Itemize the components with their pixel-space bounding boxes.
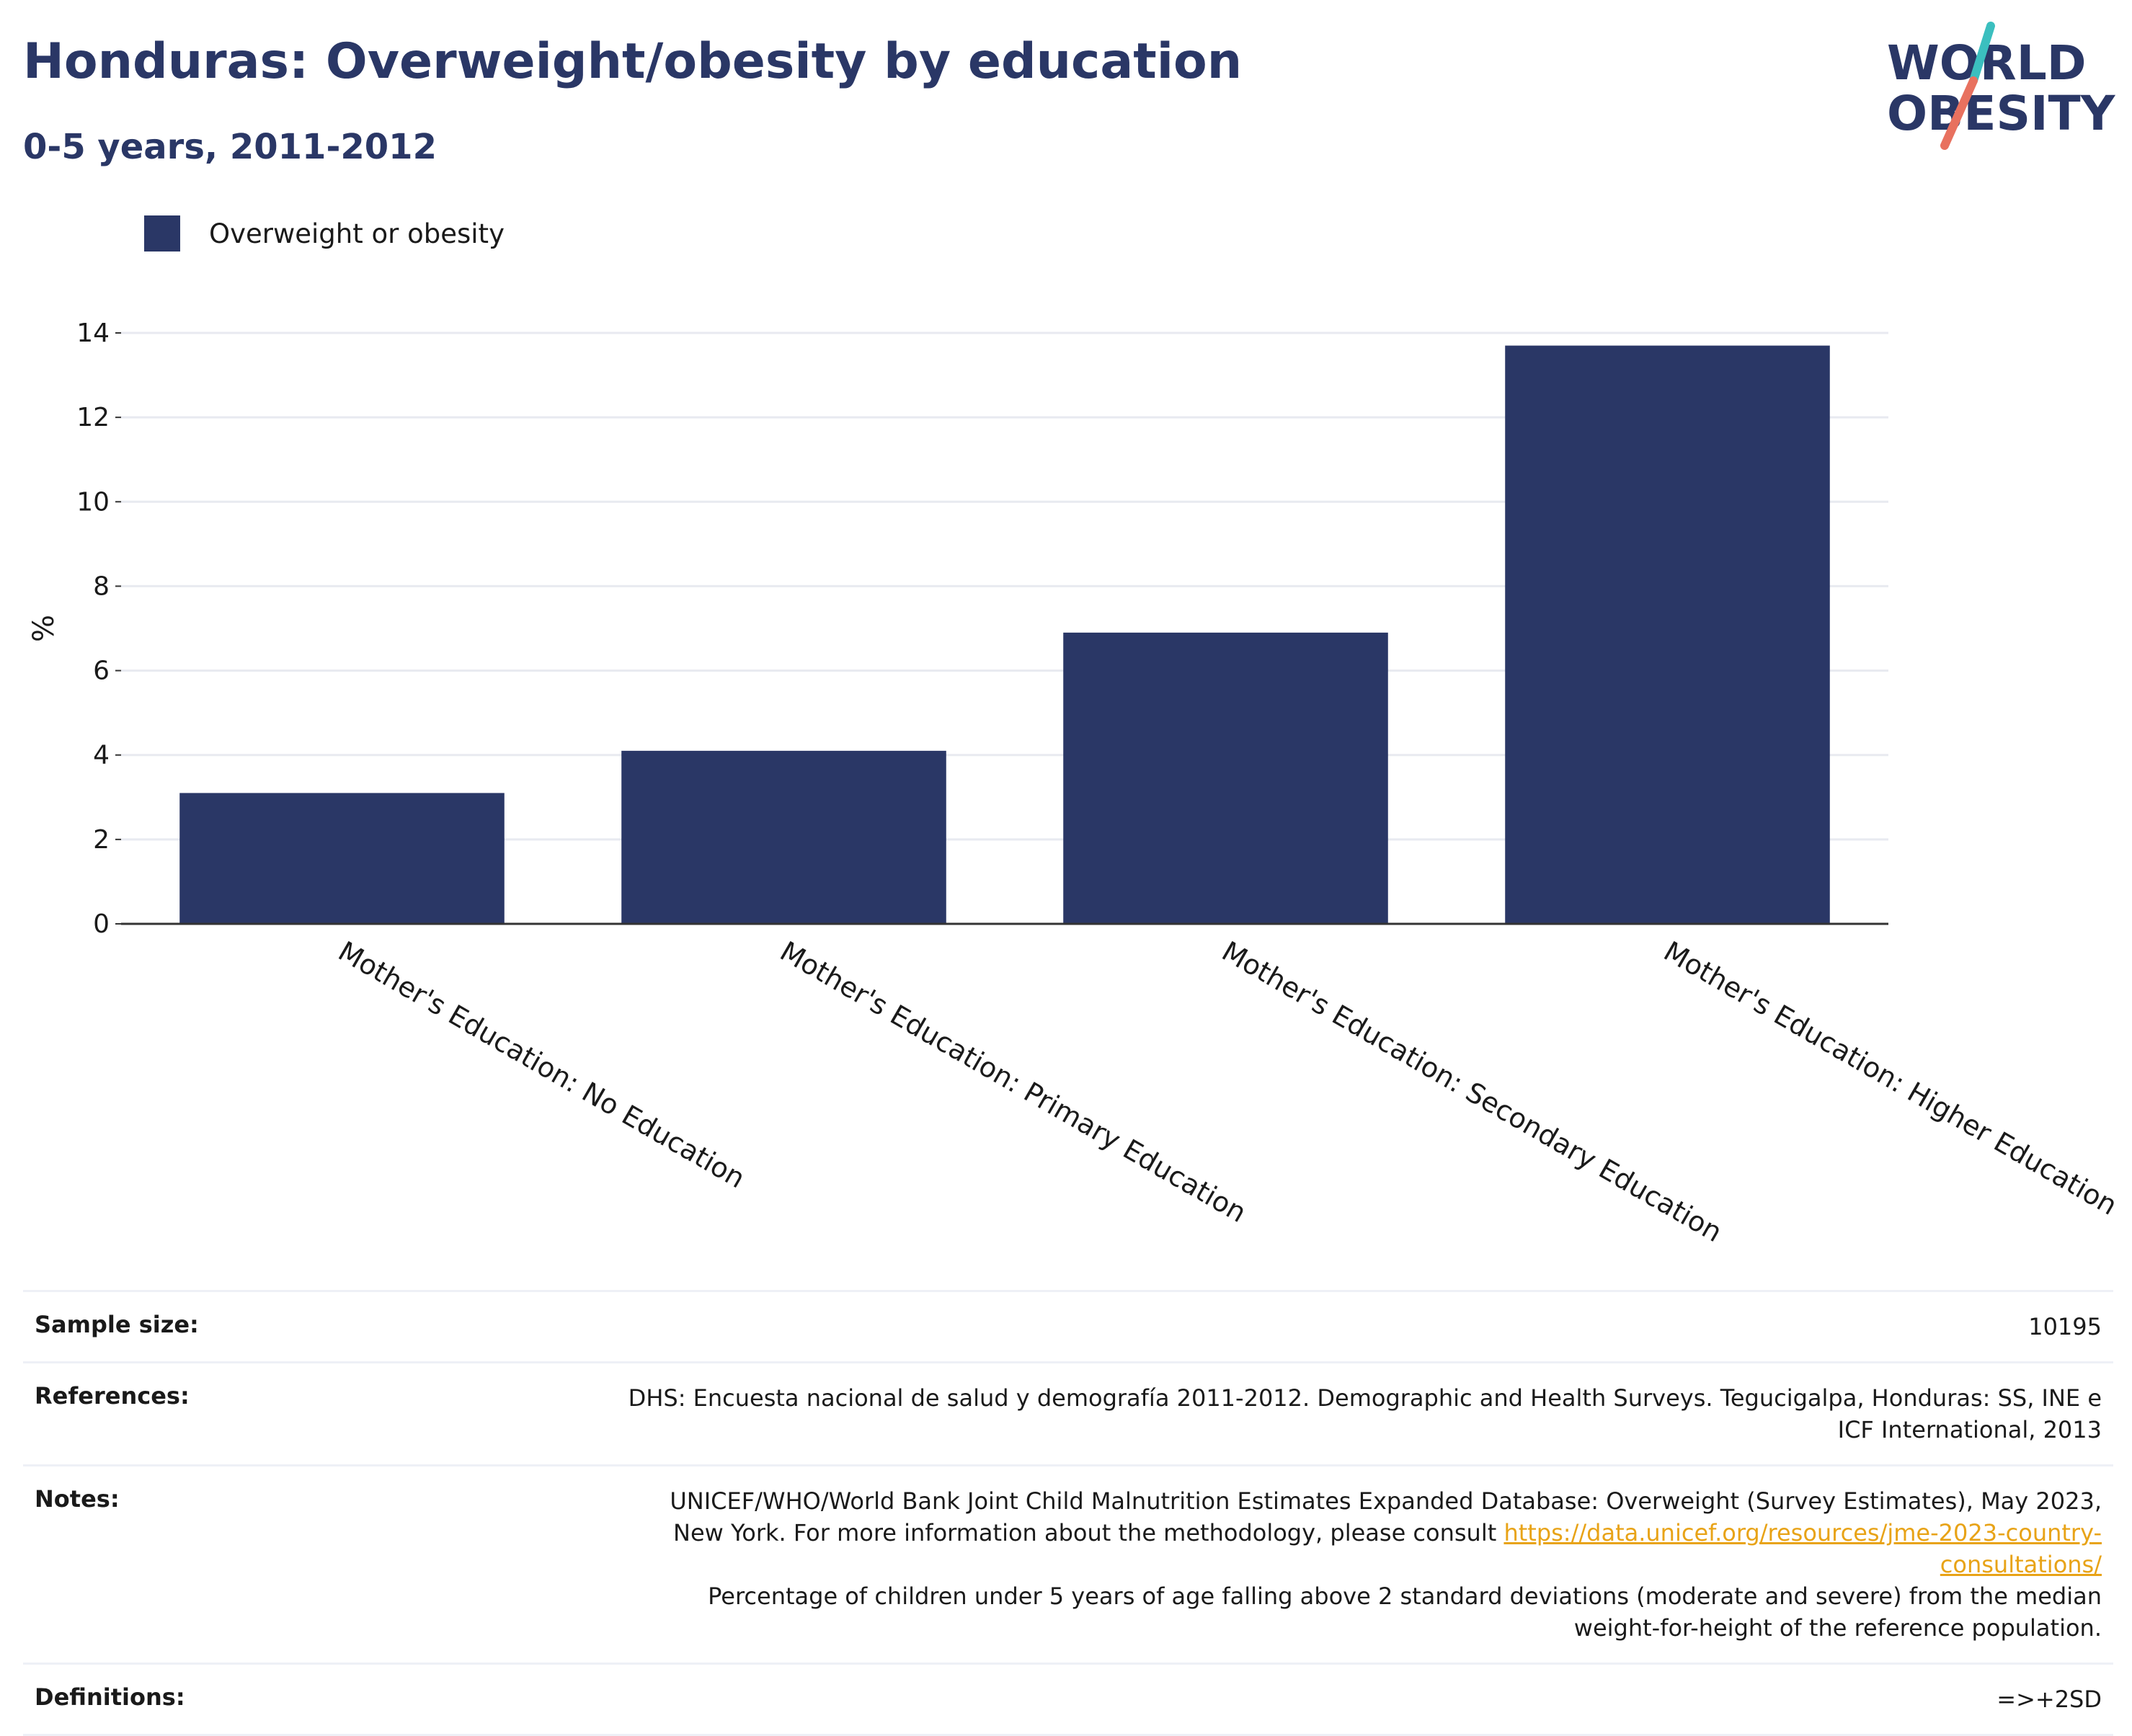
- bar: [1505, 345, 1830, 924]
- y-tick-label: 14: [76, 319, 110, 348]
- y-tick-label: 2: [93, 825, 110, 855]
- bar: [621, 750, 946, 924]
- y-tick-label: 6: [93, 656, 110, 686]
- page-subtitle: 0-5 years, 2011-2012: [23, 127, 437, 167]
- y-tick-label: 8: [93, 571, 110, 601]
- notes-text-1: UNICEF/WHO/World Bank Joint Child Malnut…: [670, 1487, 2102, 1546]
- sample-size-value: 10195: [2028, 1313, 2102, 1340]
- references-value: DHS: Encuesta nacional de salud y demogr…: [628, 1384, 2102, 1443]
- notes-value: UNICEF/WHO/World Bank Joint Child Malnut…: [624, 1485, 2102, 1644]
- info-row-notes: Notes: UNICEF/WHO/World Bank Joint Child…: [23, 1464, 2113, 1662]
- legend-swatch: [144, 215, 180, 252]
- logo-text-obesity: OBESITY: [1887, 86, 2116, 141]
- x-tick-label: Mother's Education: No Education: [333, 935, 750, 1195]
- bar: [179, 793, 505, 924]
- page-title: Honduras: Overweight/obesity by educatio…: [23, 33, 1243, 90]
- notes-text-2: Percentage of children under 5 years of …: [708, 1583, 2102, 1642]
- y-axis-label: %: [27, 615, 61, 642]
- notes-label: Notes:: [35, 1485, 120, 1513]
- x-tick-label: Mother's Education: Primary Education: [775, 935, 1252, 1229]
- info-row-sample-size: Sample size: 10195: [23, 1290, 2113, 1361]
- y-tick-label: 4: [93, 741, 110, 770]
- info-row-definitions: Definitions: =>+2SD: [23, 1662, 2113, 1736]
- references-label: References:: [35, 1382, 190, 1410]
- bar-chart: 0 2 4 6 8 10 12 14% Mother's Education: No Educa…: [27, 319, 2123, 1249]
- y-tick-label: 12: [76, 403, 110, 432]
- sample-size-label: Sample size:: [35, 1311, 199, 1338]
- definitions-value: =>+2SD: [1996, 1686, 2102, 1713]
- chart-legend[interactable]: Overweight or obesity: [144, 213, 505, 254]
- world-obesity-logo: WORLD OBESITY: [1887, 22, 2116, 150]
- legend-label: Overweight or obesity: [209, 218, 505, 249]
- bar: [1063, 632, 1388, 924]
- notes-link[interactable]: https://data.unicef.org/resources/jme-20…: [1503, 1519, 2102, 1578]
- y-tick-label: 10: [76, 487, 110, 517]
- info-row-references: References: DHS: Encuesta nacional de sa…: [23, 1361, 2113, 1464]
- y-tick-label: 0: [93, 909, 110, 939]
- x-tick-label: Mother's Education: Secondary Education: [1217, 935, 1728, 1249]
- logo-slash-top-icon: [1969, 22, 1995, 85]
- info-table: Sample size: 10195 References: DHS: Encu…: [23, 1290, 2113, 1736]
- definitions-label: Definitions:: [35, 1683, 185, 1711]
- x-tick-label: Mother's Education: Higher Education: [1658, 935, 2123, 1221]
- logo-slash-bottom-icon: [1940, 76, 1978, 150]
